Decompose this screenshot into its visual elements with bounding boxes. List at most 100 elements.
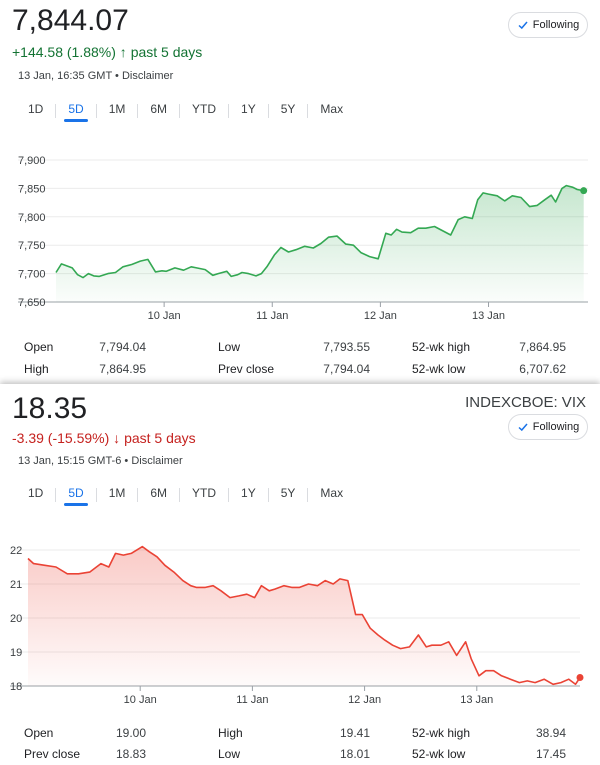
tab-ytd[interactable]: YTD [192,102,217,116]
y-tick-label: 21 [10,579,22,591]
tab-separator [267,104,269,118]
vix-ticker: INDEXCBOE: VIX [465,394,586,411]
x-tick-label: 11 Jan [256,310,288,322]
ftse-panel: 7,844.07 Following +144.58 (1.88%) ↑ pas… [12,4,588,376]
stat-label: 52-wk low [412,747,466,761]
x-tick-label: 13 Jan [472,310,505,322]
series-line [27,545,581,686]
stat-value: 7,864.95 [519,340,566,354]
change-value: -3.39 (-15.59%) [12,430,110,446]
tab-5d[interactable]: 5D [56,484,95,506]
tab-5y[interactable]: 5Y [280,486,296,500]
tab-1d[interactable]: 1D [28,486,44,500]
tab-1y[interactable]: 1Y [241,486,256,500]
change-period: past 5 days [124,430,196,446]
change-value: +144.58 (1.88%) [12,44,116,60]
ftse-range-tabs: 1D 5D 1M 6M YTD 1Y 5Y Max [16,100,355,122]
following-label: Following [532,19,580,31]
stat-value: 7,864.95 [99,362,146,376]
ftse-timestamp: 13 Jan, 16:35 GMT • Disclaimer [18,70,174,82]
tab-1d[interactable]: 1D [28,102,44,116]
vix-range-tabs: 1D 5D 1M 6M YTD 1Y 5Y Max [16,484,355,506]
tab-6m[interactable]: 6M [150,102,168,116]
tab-separator [179,104,181,118]
stat-label: 52-wk high [412,726,471,740]
stat-value: 17.45 [535,747,566,761]
stat-label: Low [218,747,241,761]
checkmark-icon [518,423,528,432]
stat-label: Open [24,340,54,354]
stat-value: 7,793.55 [323,340,370,354]
tab-ytd[interactable]: YTD [192,486,217,500]
y-tick-label: 7,800 [18,212,46,224]
stat-value: 19.00 [115,726,146,740]
tab-5y[interactable]: 5Y [280,102,296,116]
tab-separator [179,488,181,502]
stat-label: 52-wk low [412,362,466,376]
stat-value: 7,794.04 [99,340,146,354]
stat-label: Low [218,340,241,354]
tab-1m[interactable]: 1M [108,102,126,116]
x-tick-label: 10 Jan [148,310,181,322]
y-tick-label: 7,750 [18,240,46,252]
y-tick-label: 18 [10,681,22,693]
timestamp-text: 13 Jan, 15:15 GMT-6 [18,455,122,467]
y-tick-label: 19 [10,647,22,659]
last-point-marker [580,187,588,195]
up-arrow-icon: ↑ [119,44,127,60]
y-tick-label: 7,700 [18,269,46,281]
area-fill [56,185,584,302]
x-tick-label: 12 Jan [348,694,381,706]
x-tick-label: 12 Jan [364,310,397,322]
stat-value: 6,707.62 [519,362,566,376]
tab-separator [55,488,57,502]
y-tick-label: 7,900 [18,155,46,167]
stat-label: High [218,726,243,740]
vix-following-button[interactable]: Following [508,414,588,440]
following-label: Following [532,421,580,433]
stat-label: Open [24,726,54,740]
stat-value: 18.01 [339,747,370,761]
vix-change: -3.39 (-15.59%) ↓ past 5 days [12,430,196,446]
tab-6m[interactable]: 6M [150,486,168,500]
tab-separator [55,104,57,118]
stat-value: 38.94 [535,726,566,740]
area-fill [28,546,580,686]
tab-separator [137,104,139,118]
stat-label: Prev close [24,747,81,761]
ftse-price: 7,844.07 [12,4,129,37]
tab-1m[interactable]: 1M [108,486,126,500]
tab-separator [95,488,97,502]
stat-value: 7,794.04 [323,362,370,376]
tab-separator [307,488,309,502]
x-tick-label: 11 Jan [236,694,268,706]
ftse-chart: 7,900 7,850 7,800 7,750 7,700 7,650 10 Jan 11 J… [18,155,588,322]
vix-panel: 18.35 INDEXCBOE: VIX Following -3.39 (-1… [0,384,600,765]
disclaimer-link[interactable]: Disclaimer [131,455,183,467]
ftse-change: +144.58 (1.88%) ↑ past 5 days [12,44,202,60]
series-line [55,184,584,279]
tab-separator [307,104,309,118]
stat-value: 18.83 [115,747,146,761]
y-tick-label: 7,850 [18,183,46,195]
tab-1y[interactable]: 1Y [241,102,256,116]
y-tick-label: 22 [10,545,22,557]
stat-label: Prev close [218,362,275,376]
disclaimer-link[interactable]: Disclaimer [121,70,174,82]
y-tick-label: 20 [10,613,22,625]
tab-separator [137,488,139,502]
tab-5d[interactable]: 5D [56,100,95,122]
y-tick-label: 7,650 [18,297,46,309]
tab-max[interactable]: Max [320,102,344,116]
x-tick-label: 13 Jan [460,694,493,706]
tab-separator [95,104,97,118]
stat-label: 52-wk high [412,340,471,354]
tab-max[interactable]: Max [320,486,344,500]
checkmark-icon [518,21,528,30]
down-arrow-icon: ↓ [113,430,121,446]
tab-separator [228,104,230,118]
ftse-following-button[interactable]: Following [508,12,588,38]
tab-separator [228,488,230,502]
stat-value: 19.41 [339,726,370,740]
tab-separator [267,488,269,502]
